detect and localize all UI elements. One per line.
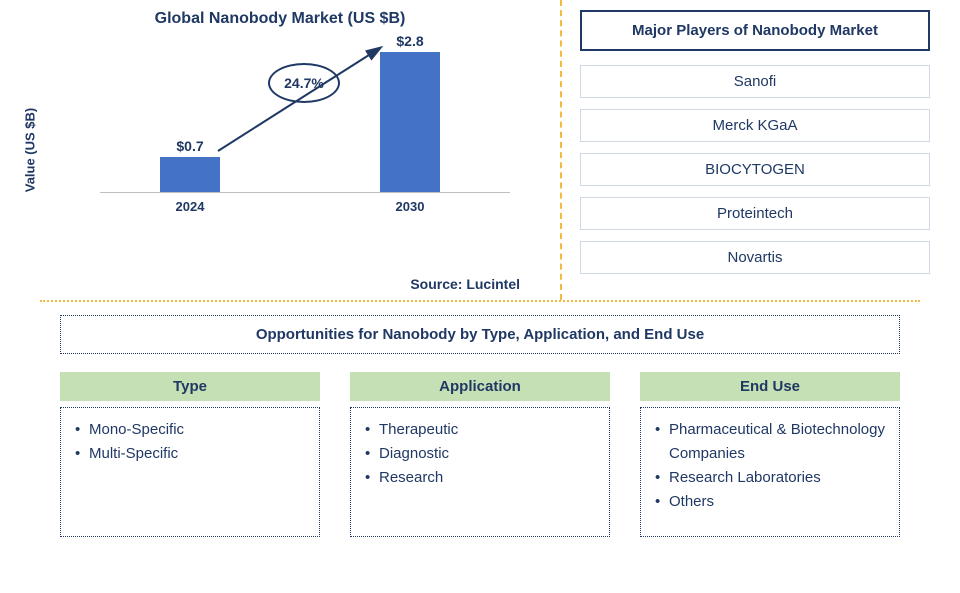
- list-item: Others: [655, 490, 885, 514]
- chart-ylabel: Value (US $B): [23, 108, 38, 193]
- list-item: Research Laboratories: [655, 466, 885, 490]
- column-body-application: Therapeutic Diagnostic Research: [350, 407, 610, 537]
- list-item: Pharmaceutical & Biotechnology Companies: [655, 418, 885, 466]
- vertical-divider: [560, 0, 562, 300]
- player-item: BIOCYTOGEN: [580, 153, 930, 186]
- player-item: Merck KGaA: [580, 109, 930, 142]
- horizontal-divider: [40, 300, 920, 302]
- x-label-2024: 2024: [160, 199, 220, 214]
- column-application: Application Therapeutic Diagnostic Resea…: [350, 372, 610, 537]
- column-header-type: Type: [60, 372, 320, 401]
- list-item: Therapeutic: [365, 418, 595, 442]
- chart-panel: Global Nanobody Market (US $B) Value (US…: [0, 0, 560, 300]
- chart-area: $0.7 $2.8 24.7%: [100, 43, 510, 223]
- player-item: Novartis: [580, 241, 930, 274]
- player-item: Sanofi: [580, 65, 930, 98]
- opportunities-title: Opportunities for Nanobody by Type, Appl…: [60, 315, 900, 354]
- column-body-enduse: Pharmaceutical & Biotechnology Companies…: [640, 407, 900, 537]
- player-item: Proteintech: [580, 197, 930, 230]
- x-label-2030: 2030: [380, 199, 440, 214]
- column-header-enduse: End Use: [640, 372, 900, 401]
- chart-source: Source: Lucintel: [410, 276, 520, 292]
- opportunities-panel: Opportunities for Nanobody by Type, Appl…: [0, 300, 960, 537]
- chart-title: Global Nanobody Market (US $B): [20, 10, 540, 28]
- column-type: Type Mono-Specific Multi-Specific: [60, 372, 320, 537]
- growth-arrow-icon: [100, 43, 520, 193]
- column-enduse: End Use Pharmaceutical & Biotechnology C…: [640, 372, 900, 537]
- list-item: Mono-Specific: [75, 418, 305, 442]
- list-item: Multi-Specific: [75, 442, 305, 466]
- list-item: Research: [365, 466, 595, 490]
- players-panel: Major Players of Nanobody Market Sanofi …: [560, 0, 960, 300]
- column-header-application: Application: [350, 372, 610, 401]
- players-title: Major Players of Nanobody Market: [580, 10, 930, 51]
- chart-plot: $0.7 $2.8 24.7%: [100, 43, 510, 193]
- column-body-type: Mono-Specific Multi-Specific: [60, 407, 320, 537]
- list-item: Diagnostic: [365, 442, 595, 466]
